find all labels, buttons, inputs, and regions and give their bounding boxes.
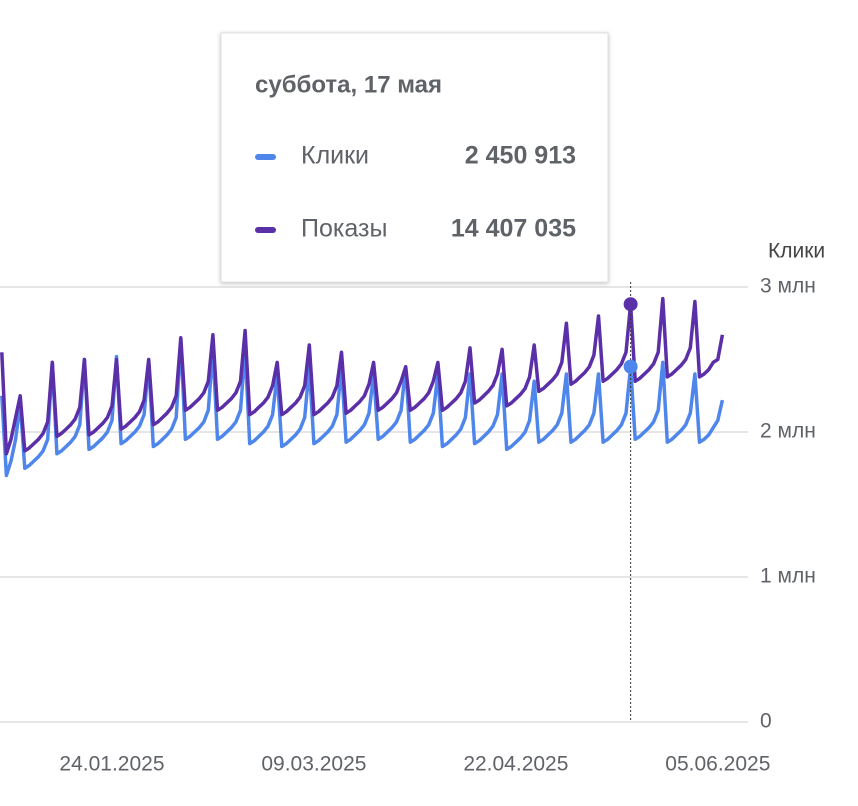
hover-point: [623, 297, 638, 312]
x-tick-label: 22.04.2025: [463, 753, 568, 776]
tooltip-value: 2 450 913: [465, 142, 576, 170]
y-tick-label: 2 млн: [760, 420, 816, 443]
tooltip: суббота, 17 мая Клики 2 450 913 Показы 14 4…: [220, 32, 609, 283]
legend-label: Показы: [301, 215, 387, 243]
y-tick-label: 3 млн: [760, 275, 816, 298]
tooltip-box: [220, 32, 609, 283]
x-tick-label: 05.06.2025: [665, 753, 770, 776]
x-tick-label: 09.03.2025: [261, 753, 366, 776]
tooltip-title: суббота, 17 мая: [255, 71, 442, 98]
hover-point: [623, 359, 638, 374]
legend-label: Клики: [301, 142, 369, 170]
y-axis-title: Клики: [768, 240, 825, 263]
y-tick-label: 0: [760, 710, 772, 733]
series-line: [0, 296, 725, 456]
tooltip-value: 14 407 035: [451, 215, 576, 243]
x-tick-label: 24.01.2025: [59, 753, 164, 776]
series-line: [0, 338, 725, 478]
y-tick-label: 1 млн: [760, 565, 816, 588]
